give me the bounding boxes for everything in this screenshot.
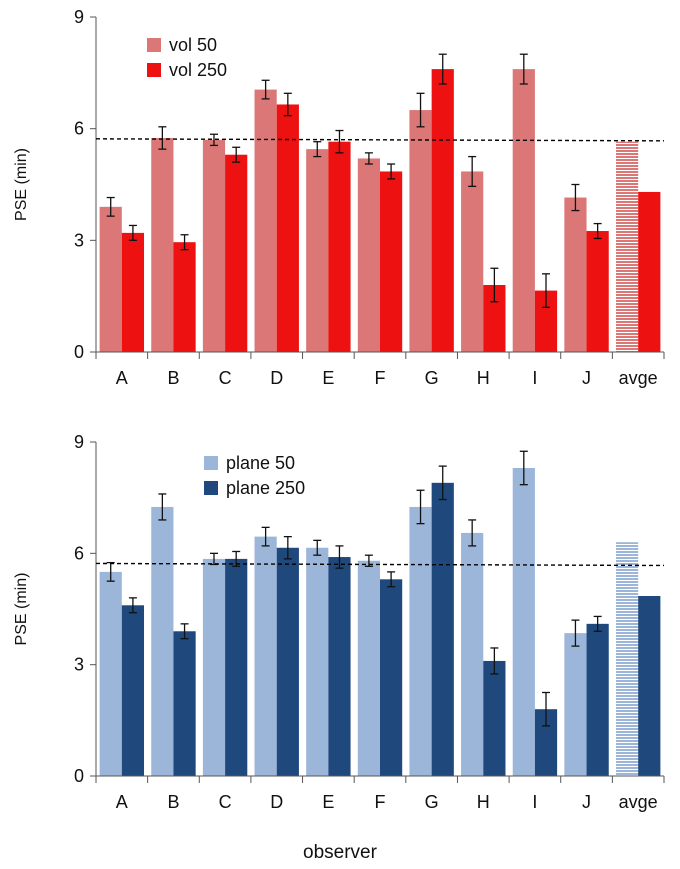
- bar-s2: [276, 104, 299, 352]
- reference-line: [95, 562, 665, 567]
- bar-s1: [357, 560, 380, 776]
- bar-s2: [483, 660, 506, 776]
- y-tick-label: 0: [74, 766, 84, 786]
- bar-s1: [615, 542, 639, 776]
- y-tick-label: 0: [74, 342, 84, 362]
- bar-s2: [225, 558, 248, 776]
- bar-s2: [121, 605, 145, 776]
- bar-s2: [173, 631, 196, 776]
- x-tick-label: E: [322, 792, 334, 812]
- bar-s2: [483, 285, 506, 352]
- x-axis-label: observer: [303, 842, 377, 863]
- y-tick-label: 3: [74, 655, 84, 675]
- bar-s2: [276, 547, 299, 776]
- bar-s2: [328, 557, 351, 776]
- y-axis-label: PSE (min): [13, 148, 30, 221]
- bar-s2: [380, 171, 403, 352]
- x-tick-label: C: [219, 368, 232, 388]
- x-tick-label: avge: [619, 792, 658, 812]
- legend-swatch: [204, 481, 218, 495]
- bar-s1: [202, 139, 226, 352]
- bar-s1: [151, 506, 174, 776]
- x-tick-label: A: [116, 368, 128, 388]
- bar-s2: [534, 290, 558, 352]
- bar-s2: [534, 709, 558, 776]
- bar-s1: [254, 89, 277, 352]
- x-tick-label: I: [532, 368, 537, 388]
- bar-s2: [225, 154, 248, 352]
- x-tick-label: F: [375, 792, 386, 812]
- bar-s1: [254, 536, 277, 776]
- y-tick-label: 6: [74, 543, 84, 563]
- y-tick-label: 6: [74, 119, 84, 139]
- legend-swatch: [147, 38, 161, 52]
- legend-swatch: [204, 456, 218, 470]
- legend-label: vol 250: [169, 60, 227, 80]
- x-tick-label: B: [167, 792, 179, 812]
- x-tick-label: H: [477, 792, 490, 812]
- bar-s2: [328, 141, 351, 352]
- legend-label: vol 50: [169, 35, 217, 55]
- legend-label: plane 50: [226, 453, 295, 473]
- x-tick-label: G: [425, 792, 439, 812]
- x-tick-label: C: [219, 792, 232, 812]
- bar-s1: [306, 547, 329, 776]
- bar-s1: [615, 141, 639, 352]
- bar-s1: [99, 206, 122, 352]
- y-tick-label: 9: [74, 7, 84, 27]
- reference-line: [95, 138, 665, 142]
- bar-s2: [173, 242, 196, 352]
- bar-s1: [461, 171, 484, 352]
- bar-s1: [99, 571, 122, 776]
- x-tick-label: I: [532, 792, 537, 812]
- x-tick-label: G: [425, 368, 439, 388]
- bar-s1: [512, 467, 535, 776]
- x-tick-label: B: [167, 368, 179, 388]
- bar-s2: [586, 623, 609, 776]
- bar-s2: [121, 232, 145, 352]
- x-tick-label: A: [116, 792, 128, 812]
- y-tick-label: 9: [74, 432, 84, 452]
- bar-s1: [564, 633, 587, 776]
- x-tick-label: J: [582, 792, 591, 812]
- bar-s1: [564, 197, 587, 352]
- bar-s2: [638, 596, 661, 776]
- bar-s1: [202, 558, 226, 776]
- bar-s2: [638, 191, 661, 352]
- bar-s1: [461, 532, 484, 776]
- bar-s1: [151, 137, 174, 352]
- bar-s1: [512, 69, 535, 352]
- x-tick-label: J: [582, 368, 591, 388]
- x-tick-label: F: [375, 368, 386, 388]
- y-axis-label: PSE (min): [13, 573, 30, 646]
- legend-label: plane 250: [226, 478, 305, 498]
- bar-s2: [586, 231, 609, 352]
- bar-s2: [380, 579, 403, 776]
- x-tick-label: avge: [619, 368, 658, 388]
- bar-s1: [306, 149, 329, 352]
- bar-s1: [409, 110, 432, 352]
- x-tick-label: E: [322, 368, 334, 388]
- y-tick-label: 3: [74, 230, 84, 250]
- x-tick-label: D: [270, 792, 283, 812]
- x-tick-label: H: [477, 368, 490, 388]
- bar-s1: [357, 158, 380, 352]
- bar-s2: [431, 482, 454, 776]
- legend-swatch: [147, 63, 161, 77]
- x-tick-label: D: [270, 368, 283, 388]
- bar-s2: [431, 69, 454, 352]
- bar-s1: [409, 506, 432, 776]
